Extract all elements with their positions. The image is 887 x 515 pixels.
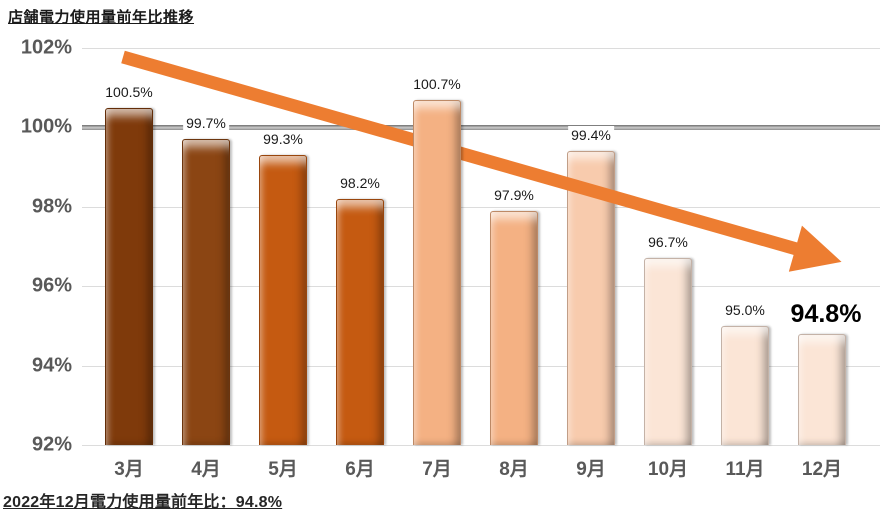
y-tick-label-94: 94% [31,354,72,377]
x-tick-label-9月: 9月 [576,459,606,480]
bar-9月 [567,151,615,445]
x-tick-label-11月: 11月 [725,459,765,480]
gridline-92 [82,445,880,446]
bar-10月 [644,258,692,445]
bar-12月 [798,333,846,445]
value-label-5月: 99.3% [260,130,306,150]
value-label-6月: 98.2% [337,173,383,194]
value-label-3月: 100.5% [102,82,156,103]
bar-8月 [490,210,538,445]
x-tick-label-8月: 8月 [499,459,529,480]
x-tick-label-4月: 4月 [191,459,221,480]
gridline-94 [82,365,880,367]
x-tick-label-12月: 12月 [801,459,843,480]
value-label-11月: 95.0% [722,300,768,321]
x-tick-label-3月: 3月 [114,459,144,480]
y-tick-label-100: 100% [20,115,72,138]
y-tick-label-92: 92% [31,433,72,456]
value-label-9月: 99.4% [568,126,614,146]
bar-11月 [721,325,769,445]
chart-title: 店舗電力使用量前年比推移 [8,9,195,26]
x-tick-label-5月: 5月 [268,459,298,480]
value-label-10月: 96.7% [645,233,691,253]
x-tick-label-7月: 7月 [422,459,452,480]
footer-note: 2022年12月電力使用量前年比：94.8% [3,494,283,511]
value-label-8月: 97.9% [491,185,537,206]
y-tick-label-96: 96% [31,274,72,297]
bar-6月 [336,198,384,445]
value-label-4月: 99.7% [183,114,229,134]
x-tick-label-10月: 10月 [647,459,689,480]
value-label-7月: 100.7% [410,74,464,95]
x-tick-label-6月: 6月 [345,459,375,480]
gridline-96 [82,286,880,288]
bar-7月 [413,99,461,445]
gridline-102 [82,48,880,49]
bar-4月 [182,139,230,445]
y-tick-label-98: 98% [31,195,72,218]
bar-5月 [259,155,307,445]
y-tick-label-102: 102% [20,36,72,59]
value-label-12月: 94.8% [787,297,865,332]
bar-3月 [105,107,153,445]
